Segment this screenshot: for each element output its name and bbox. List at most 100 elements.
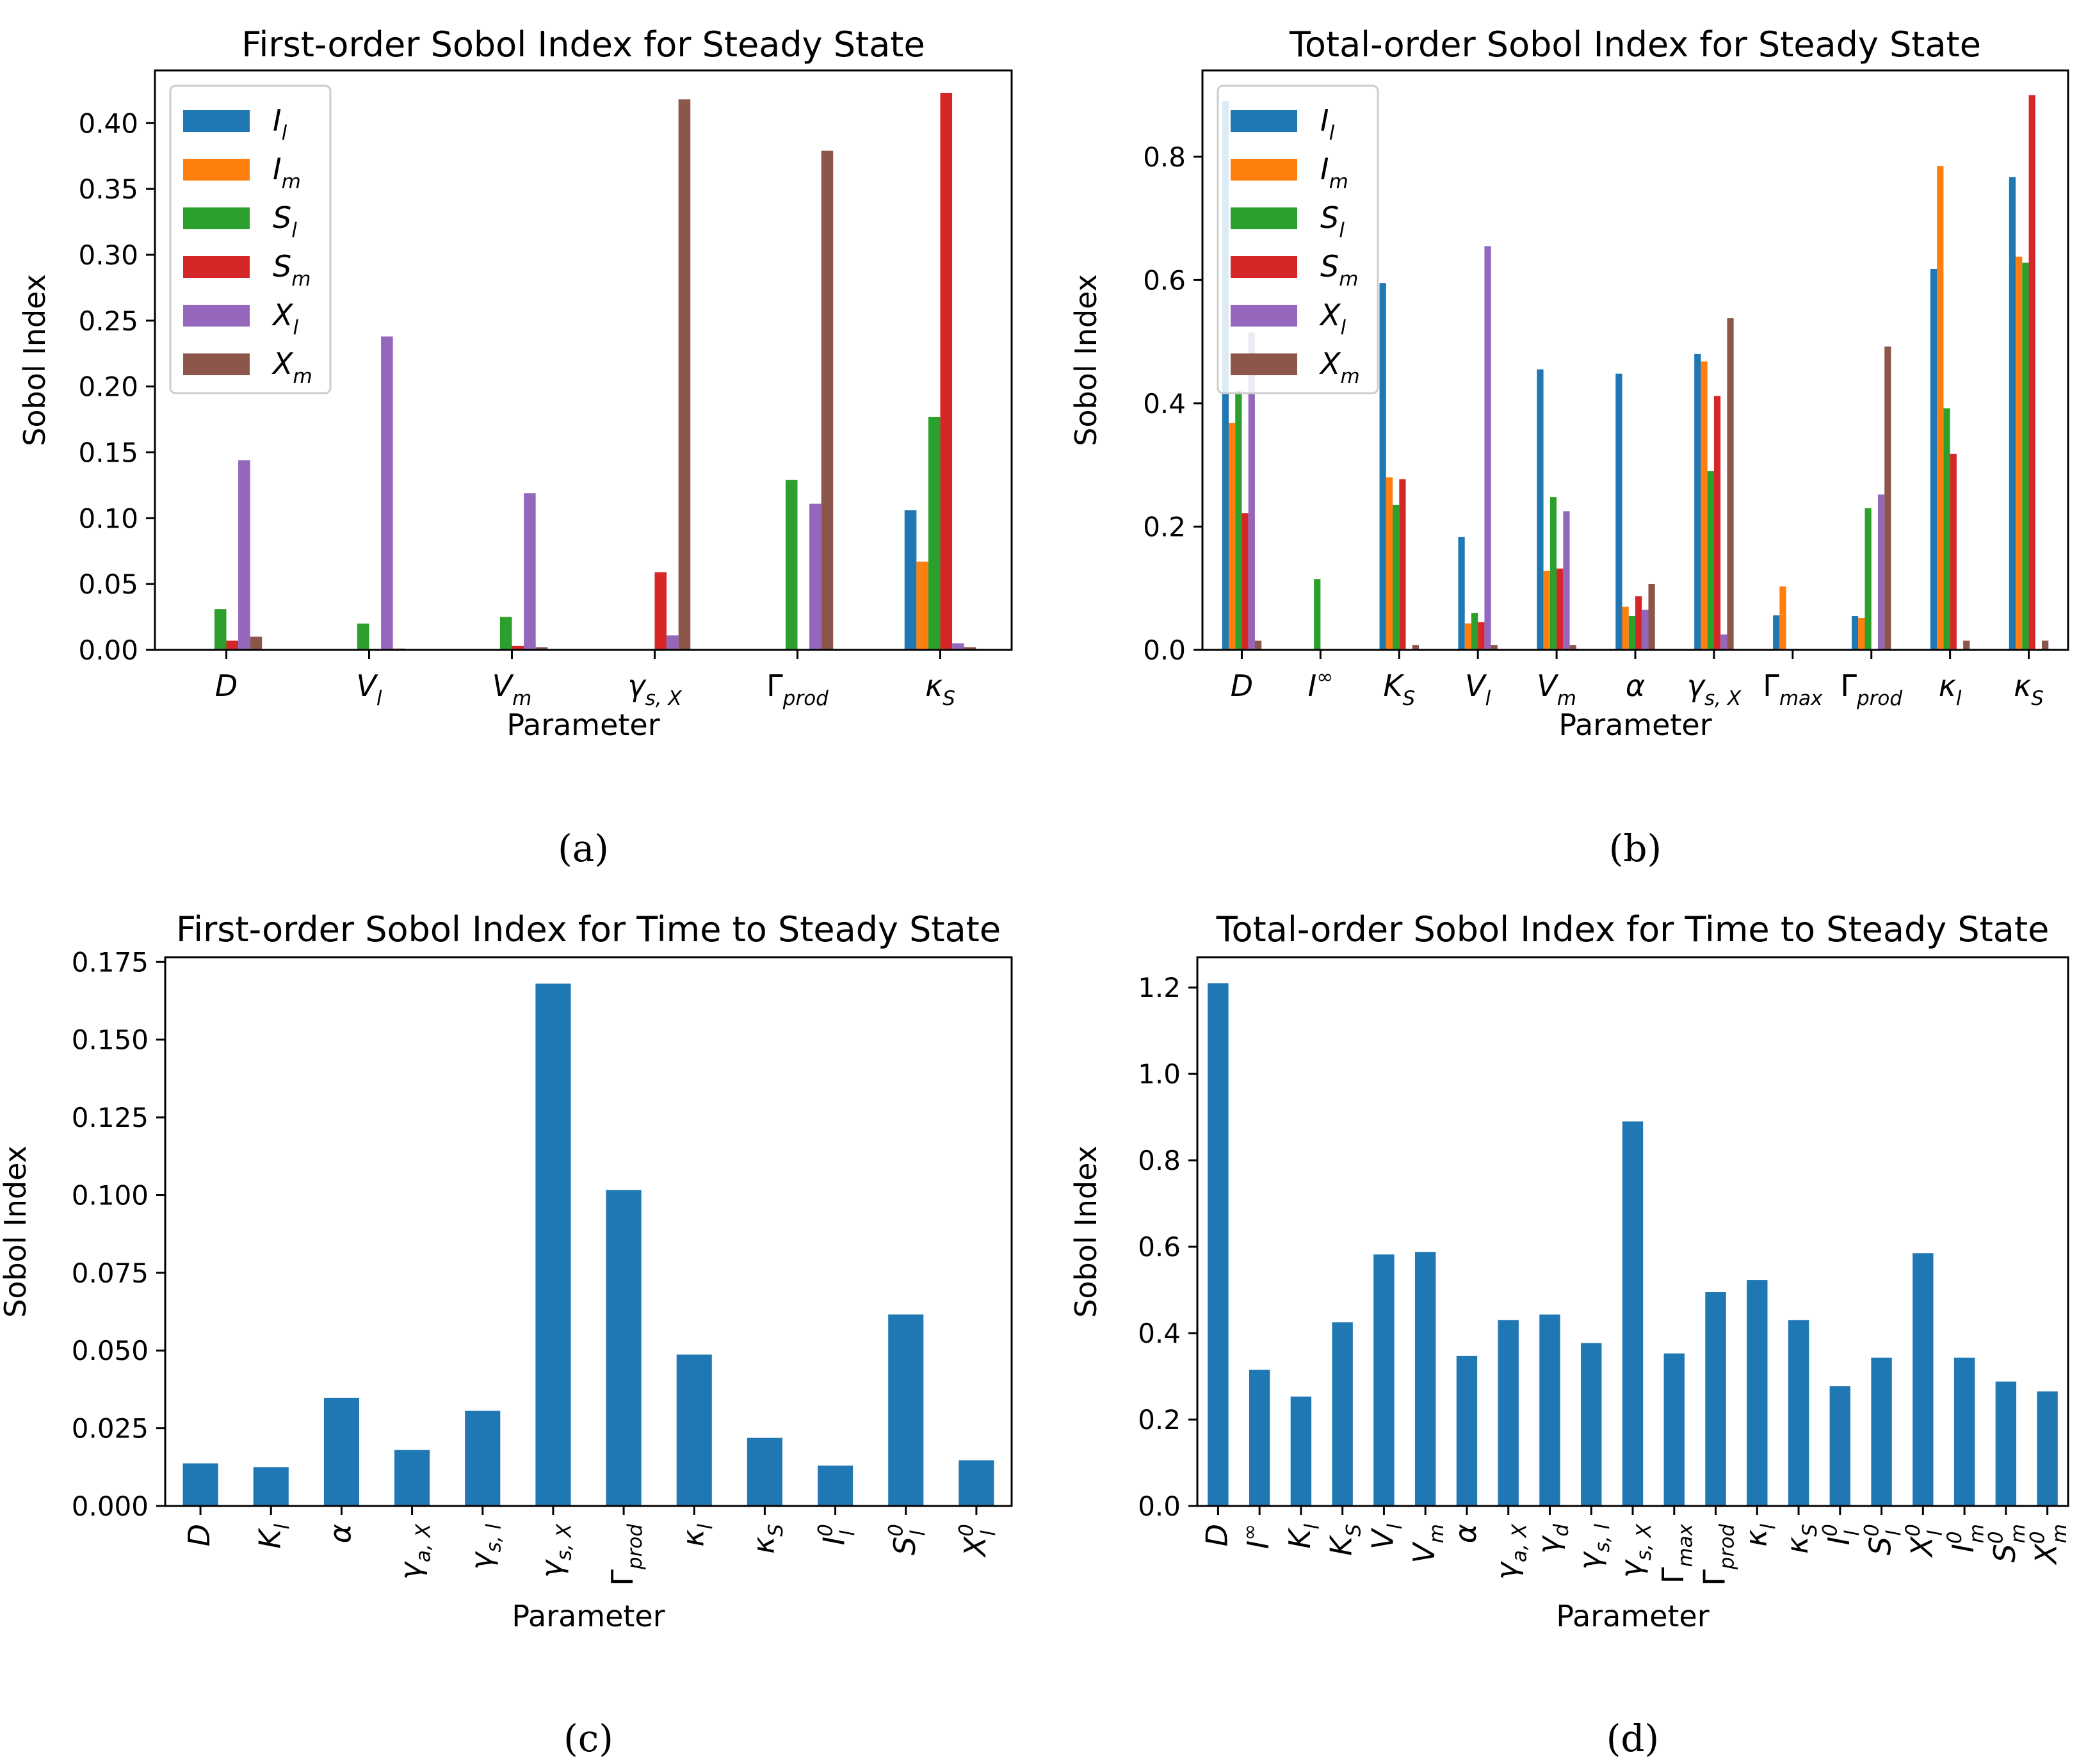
x-tick-label: Γprod bbox=[766, 668, 829, 710]
bar-a-s2-c0 bbox=[214, 609, 227, 650]
legend-label-sub: m bbox=[282, 170, 301, 193]
y-tick-label: 0.025 bbox=[72, 1413, 149, 1444]
x-tick-label: Vm bbox=[492, 668, 532, 710]
x-tick-label-base: γ bbox=[1687, 668, 1706, 703]
bar-b-s2-c3 bbox=[1471, 613, 1478, 650]
x-tick-label: γs, X bbox=[627, 668, 682, 710]
bar-c-s0-c9 bbox=[818, 1465, 853, 1506]
legend-label: Xm bbox=[271, 346, 312, 388]
y-tick-label: 0.05 bbox=[78, 569, 138, 600]
x-tick-label-base: α bbox=[323, 1524, 357, 1543]
x-tick-label-base: X bbox=[1904, 1535, 1939, 1558]
legend-label-base: I bbox=[273, 103, 282, 138]
legend-label: Sm bbox=[273, 249, 311, 291]
legend-label: Sl bbox=[1320, 200, 1345, 242]
x-tick-label-base: D bbox=[1231, 668, 1253, 703]
x-tick-label: γa, X bbox=[1490, 1523, 1532, 1580]
y-tick-label: 0.075 bbox=[72, 1258, 149, 1289]
x-tick-label-sub: m bbox=[1965, 1524, 1988, 1543]
legend-label-sub: m bbox=[291, 268, 311, 291]
legend-label-base: S bbox=[1320, 249, 1339, 284]
bar-a-s3-c3 bbox=[654, 572, 667, 650]
bar-d-s0-c13 bbox=[1747, 1280, 1768, 1506]
x-tick-label-base: γ bbox=[535, 1558, 569, 1578]
legend-swatch bbox=[1231, 256, 1297, 278]
bar-c-s0-c3 bbox=[394, 1450, 430, 1506]
x-tick-label-sub: s, X bbox=[1704, 687, 1742, 710]
y-tick-label: 0.30 bbox=[78, 239, 138, 271]
x-tick-label: X0l bbox=[955, 1524, 1001, 1558]
x-tick-label-sub: l bbox=[1757, 1524, 1780, 1530]
bar-d-s0-c8 bbox=[1539, 1315, 1560, 1506]
bar-a-s5-c3 bbox=[678, 99, 691, 650]
legend-label-base: I bbox=[1320, 103, 1329, 138]
y-tick-label: 0.25 bbox=[78, 305, 138, 337]
x-tick-label: KS bbox=[1383, 668, 1415, 710]
legend-label-base: X bbox=[271, 298, 294, 332]
bar-a-s5-c4 bbox=[821, 150, 834, 651]
y-tick-label: 0.8 bbox=[1138, 1145, 1181, 1176]
y-tick-label: 0.40 bbox=[78, 108, 138, 139]
x-tick-label: α bbox=[1448, 1524, 1483, 1543]
legend-swatch bbox=[1231, 305, 1297, 327]
y-tick-label: 1.0 bbox=[1138, 1058, 1181, 1090]
y-tick-label: 0.100 bbox=[72, 1179, 149, 1211]
bar-a-s4-c5 bbox=[952, 643, 964, 650]
legend-swatch bbox=[1231, 110, 1297, 132]
x-tick-label-sub: m bbox=[512, 687, 531, 710]
legend-label-sub: l bbox=[1341, 316, 1347, 339]
y-tick-label: 0.35 bbox=[78, 174, 138, 205]
x-tick-label: Γprod bbox=[1840, 668, 1902, 710]
legend-label-base: I bbox=[1320, 152, 1329, 186]
bar-b-s5-c5 bbox=[1648, 583, 1655, 650]
bar-b-s1-c2 bbox=[1386, 477, 1393, 650]
figure-caption: (c) bbox=[563, 1717, 613, 1760]
x-axis-label: Parameter bbox=[1556, 1599, 1709, 1633]
y-tick-label: 0.0 bbox=[1138, 1491, 1181, 1522]
x-tick-label: Γprod bbox=[605, 1524, 647, 1586]
x-tick-label: I0m bbox=[1943, 1524, 1989, 1553]
y-tick-label: 0.125 bbox=[72, 1102, 149, 1133]
x-tick-label-sub: l bbox=[977, 1530, 1000, 1536]
bar-b-s0-c4 bbox=[1537, 369, 1544, 650]
x-tick-label-sup: 0 bbox=[884, 1524, 907, 1537]
bar-b-s3-c9 bbox=[1950, 453, 1957, 650]
legend-swatch bbox=[1231, 207, 1297, 229]
y-tick-label: 0.2 bbox=[1143, 511, 1186, 542]
x-tick-label-sub: l bbox=[1956, 687, 1962, 710]
bar-a-s5-c2 bbox=[535, 647, 548, 650]
legend-label-sub: m bbox=[1329, 170, 1348, 193]
x-tick-label: S0l bbox=[1860, 1524, 1905, 1555]
bar-b-s1-c7 bbox=[1779, 586, 1786, 650]
x-tick-label-base: K bbox=[1324, 1534, 1359, 1556]
chart-panel-a: 0.000.050.100.150.200.250.300.350.40D Vl V… bbox=[17, 24, 1013, 870]
bar-b-s0-c2 bbox=[1379, 283, 1386, 650]
x-tick-label-sub: m bbox=[1557, 687, 1576, 710]
x-tick-label-sub: l bbox=[1485, 687, 1491, 710]
bar-b-s0-c7 bbox=[1773, 615, 1780, 650]
x-tick-label-sup: ∞ bbox=[1316, 666, 1333, 689]
x-tick-label-base: Γ bbox=[1840, 668, 1857, 703]
bar-b-s4-c0 bbox=[1248, 332, 1255, 650]
x-tick-label: S0m bbox=[1985, 1524, 2030, 1562]
x-tick-label-base: α bbox=[1626, 668, 1645, 703]
bar-b-s2-c0 bbox=[1235, 391, 1242, 650]
legend-label: Xm bbox=[1319, 346, 1360, 388]
x-tick-label-sup: 0 bbox=[1902, 1524, 1925, 1537]
bar-c-s0-c7 bbox=[676, 1354, 712, 1506]
x-tick-label-base: α bbox=[1448, 1524, 1483, 1543]
x-tick-label: Vm bbox=[1537, 668, 1576, 710]
x-tick-label-base: I bbox=[817, 1537, 852, 1546]
bar-a-s3-c5 bbox=[940, 92, 953, 651]
y-tick-label: 0.20 bbox=[78, 371, 138, 403]
bar-c-s0-c5 bbox=[535, 983, 571, 1506]
bar-c-s0-c6 bbox=[606, 1190, 642, 1506]
legend-label: Il bbox=[1320, 103, 1335, 145]
x-tick-label-base: V bbox=[356, 668, 378, 703]
x-tick-label: Γmax bbox=[1656, 1523, 1697, 1583]
bar-c-s0-c11 bbox=[959, 1460, 994, 1506]
y-axis-label: Sobol Index bbox=[17, 274, 52, 446]
x-tick-label: γs, X bbox=[535, 1523, 576, 1578]
legend-swatch bbox=[183, 110, 250, 132]
bar-c-s0-c10 bbox=[888, 1314, 924, 1506]
